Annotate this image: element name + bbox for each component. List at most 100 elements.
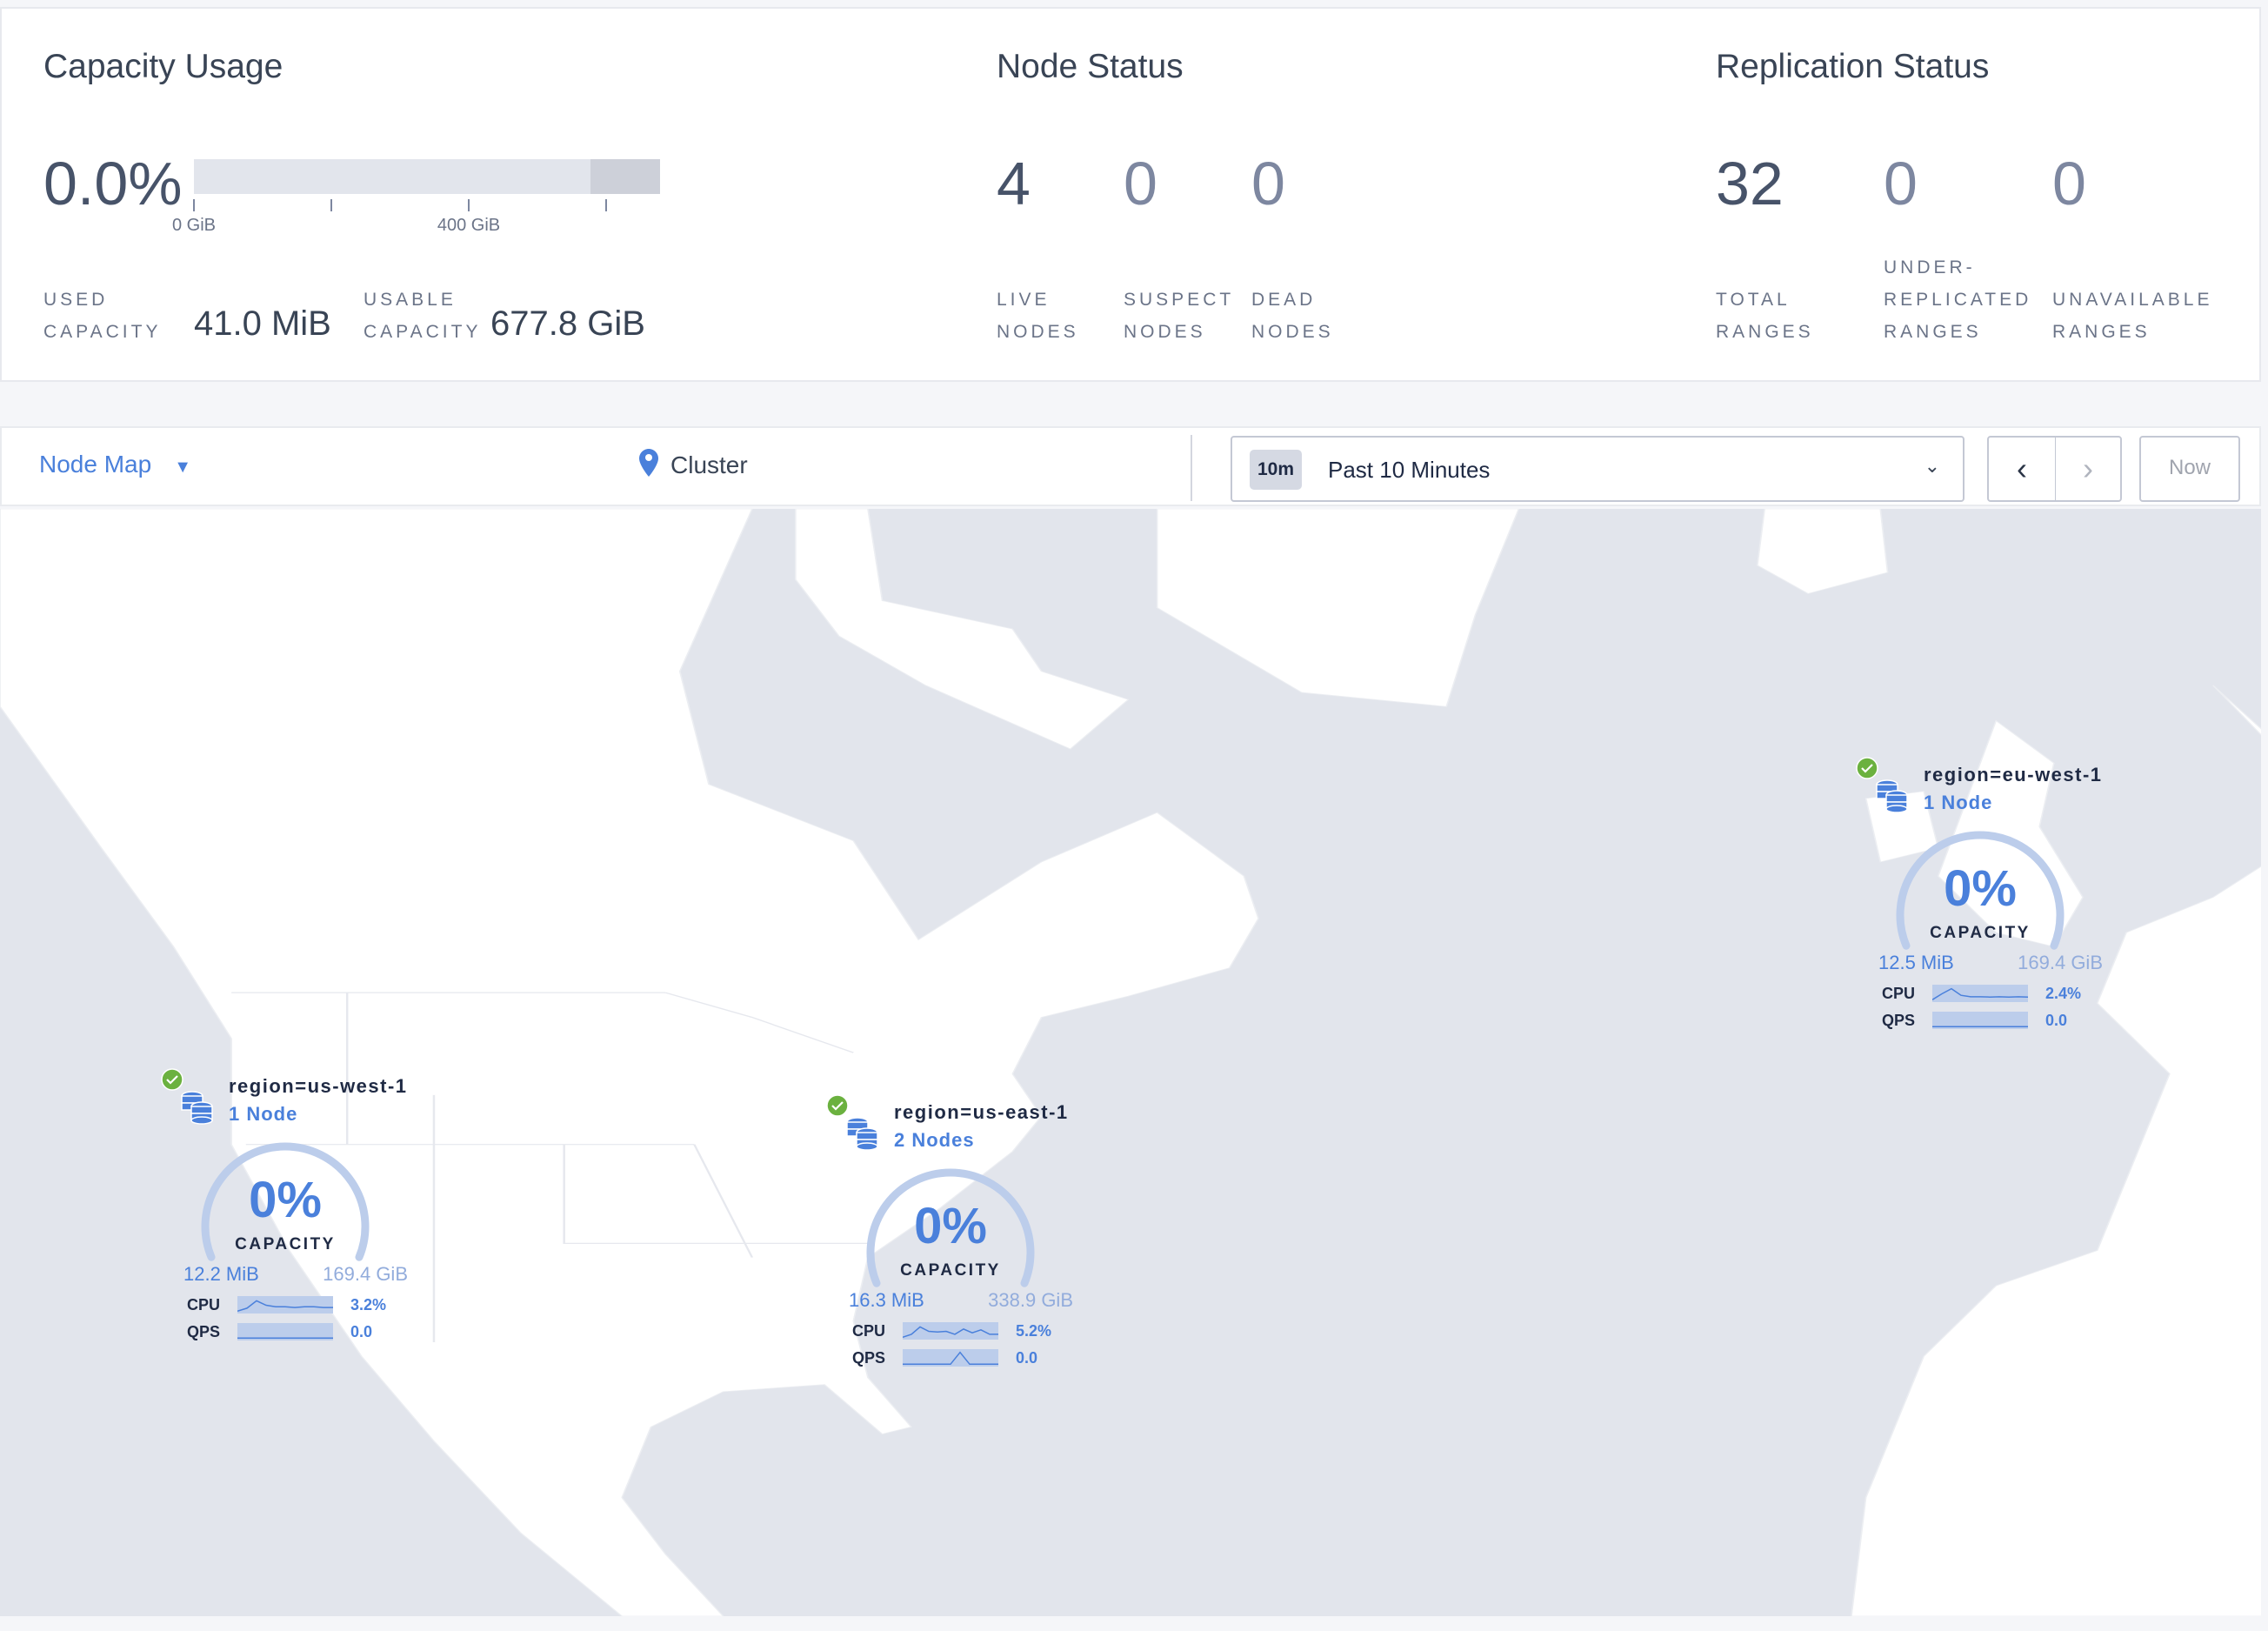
greenland-land (1156, 509, 1520, 707)
capacity-title: Capacity Usage (43, 48, 284, 85)
sparkline-line (903, 1351, 998, 1366)
total-capacity: 169.4 GiB (323, 1263, 408, 1285)
breadcrumb[interactable]: Cluster (639, 449, 748, 479)
sparkline-bg (237, 1323, 333, 1340)
qps-sparkline (1932, 1012, 2028, 1029)
database-icon (181, 1091, 213, 1125)
sparkline-bg (1932, 1012, 2028, 1029)
time-range-select[interactable]: 10m Past 10 Minutes ⌄ (1231, 436, 1964, 502)
cpu-label: CPU (1882, 985, 1916, 1002)
database-icon (846, 1117, 878, 1151)
label-line: SUSPECT (1124, 290, 1235, 310)
label-line: NODES (997, 322, 1079, 342)
used-capacity: 12.5 MiB (1878, 952, 1954, 973)
next-button[interactable]: › (2056, 438, 2120, 500)
sparkline-line (903, 1326, 998, 1339)
check-circle-icon (826, 1094, 849, 1117)
node-stat-label: DEAD NODES (1251, 284, 1334, 348)
label-line: RANGES (1716, 322, 1814, 342)
total-capacity: 169.4 GiB (2018, 952, 2103, 973)
locality-cluster[interactable]: region=eu-west-1 1 Node 0% CAPACITY 12.5 MiB… (1856, 757, 2143, 1053)
tick-label: 400 GiB (437, 216, 501, 235)
label-line: DEAD (1251, 290, 1317, 310)
north-america-land (0, 509, 1259, 1616)
cluster-nodes-link[interactable]: 1 Node (229, 1103, 298, 1125)
sparkline-bg (237, 1296, 333, 1313)
sparkline-line (237, 1300, 333, 1313)
node-map[interactable]: region=us-west-1 1 Node 0% CAPACITY 12.2 MiB… (0, 509, 2261, 1616)
node-stat-label: LIVE NODES (997, 284, 1079, 348)
capacity-label: CAPACITY (235, 1235, 336, 1253)
summary-card: Capacity Usage 0.0% 0 GiB 400 GiB USED CA… (0, 7, 2261, 382)
capacity-bar (194, 159, 660, 194)
locality-cluster[interactable]: region=us-west-1 1 Node 0% CAPACITY 12.2 MiB… (161, 1068, 448, 1364)
replication-stat-value: 0 (2052, 150, 2086, 217)
used-capacity-label: USED CAPACITY (43, 290, 162, 342)
capacity-percent: 0% (249, 1172, 322, 1228)
capacity-percent: 0% (1944, 860, 2017, 917)
cluster-nodes-link[interactable]: 2 Nodes (894, 1129, 975, 1151)
tick-label: 0 GiB (171, 216, 217, 235)
cluster-title: region=us-west-1 (229, 1075, 408, 1097)
previous-button[interactable]: ‹ (1989, 438, 2056, 500)
node-status-title: Node Status (997, 48, 1184, 85)
capacity-gauge (1896, 831, 2065, 950)
capacity-gauge (201, 1142, 370, 1261)
label-line: NODES (1124, 322, 1206, 342)
label-line: NODES (1251, 322, 1334, 342)
caret-down-icon: ▼ (174, 458, 191, 477)
cpu-value: 2.4% (2045, 985, 2082, 1002)
location-pin-icon (639, 449, 658, 477)
view-dropdown[interactable]: Node Map ▼ (39, 451, 191, 478)
baffin-land (794, 509, 1130, 750)
label-line: LIVE (997, 290, 1051, 310)
chevron-left-icon: ‹ (2017, 451, 2027, 486)
cpu-value: 3.2% (350, 1296, 387, 1313)
label-line: RANGES (1884, 322, 1982, 342)
cluster-nodes-link[interactable]: 1 Node (1924, 792, 1993, 813)
chevron-down-icon: ⌄ (1924, 455, 1940, 477)
world-map (0, 509, 2261, 1616)
replication-status-title: Replication Status (1716, 48, 1990, 85)
check-circle-icon (1856, 757, 1878, 779)
label-line (2052, 251, 2212, 284)
usable-capacity-value: 677.8 GiB (490, 304, 645, 343)
iceland-land (1757, 509, 1889, 594)
qps-sparkline (903, 1349, 998, 1367)
used-capacity: 12.2 MiB (183, 1263, 259, 1285)
database-icon (1876, 779, 1908, 813)
sparkline-bg (903, 1349, 998, 1367)
node-stat-value: 0 (1124, 150, 1157, 217)
locality-cluster[interactable]: region=us-east-1 2 Nodes 0% CAPACITY 16.3 Mi… (826, 1094, 1113, 1390)
sparkline-bg (1932, 985, 2028, 1002)
toolbar: Node Map ▼ Cluster 10m Past 10 Minutes ⌄ … (0, 426, 2261, 506)
time-range-value: Past 10 Minutes (1328, 457, 1491, 483)
used-capacity: 16.3 MiB (849, 1289, 924, 1311)
node-stat-value: 0 (1251, 150, 1285, 217)
capacity-bar-reserved (590, 159, 660, 194)
capacity-percent: 0% (914, 1198, 987, 1254)
now-button[interactable]: Now (2139, 436, 2240, 502)
cpu-sparkline (237, 1296, 333, 1313)
qps-sparkline (237, 1323, 333, 1340)
time-nav-group: ‹ › (1987, 436, 2122, 502)
label-line: UNAVAILABLE (2052, 290, 2213, 310)
qps-label: QPS (1882, 1012, 1916, 1029)
node-stat-label: SUSPECT NODES (1124, 284, 1234, 348)
sparkline-line (1932, 987, 2028, 1000)
cluster-title: region=us-east-1 (894, 1101, 1069, 1123)
europe-land (1851, 685, 2261, 1616)
capacity-gauge (866, 1168, 1035, 1287)
check-circle-icon (161, 1068, 183, 1091)
capacity-percent: 0.0% (43, 150, 183, 217)
label-line (1716, 251, 1814, 284)
cpu-value: 5.2% (1016, 1322, 1052, 1340)
replication-stat-label: UNDER- REPLICATED RANGES (1884, 251, 2031, 348)
qps-value: 0.0 (1016, 1349, 1038, 1367)
chevron-right-icon: › (2083, 451, 2093, 486)
replication-stat-label: TOTAL RANGES (1716, 251, 1814, 348)
cpu-sparkline (1932, 985, 2028, 1002)
node-stat-value: 4 (997, 150, 1031, 217)
time-badge: 10m (1250, 450, 1302, 490)
cluster-title: region=eu-west-1 (1924, 764, 2103, 785)
